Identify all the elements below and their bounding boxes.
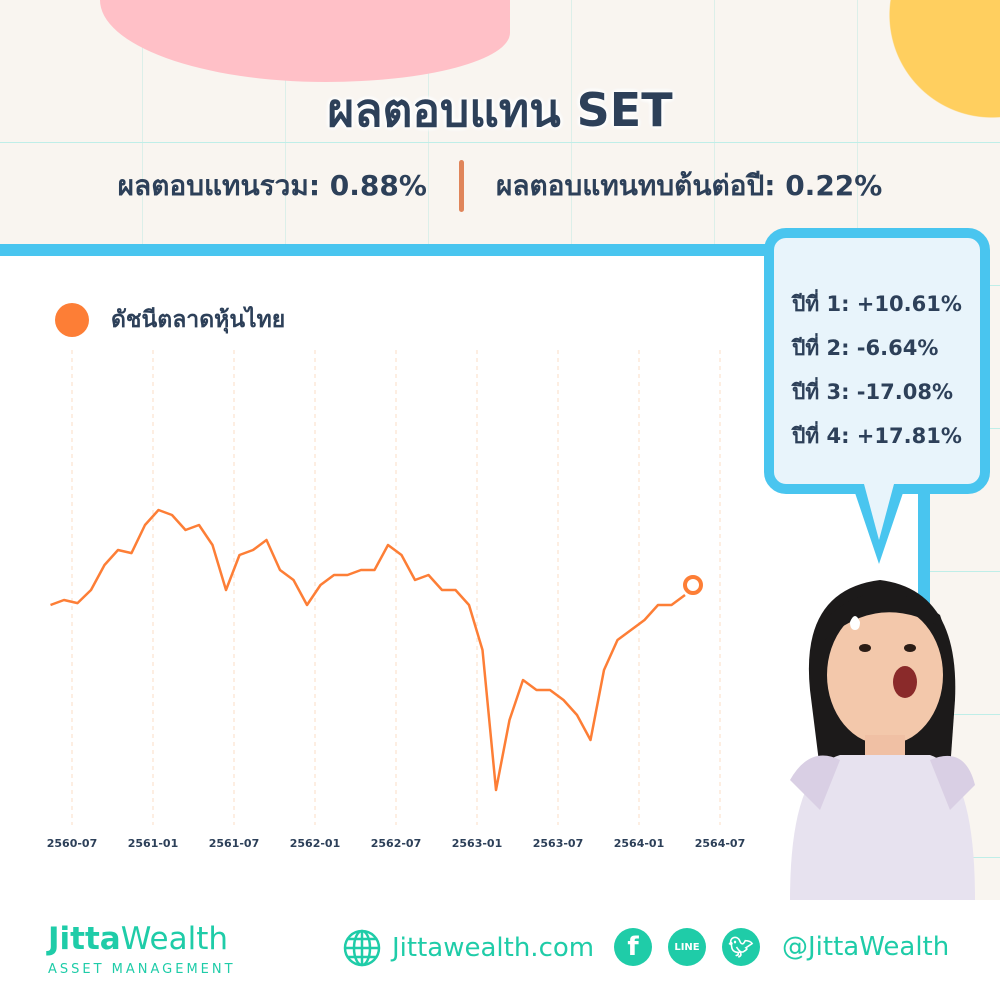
x-tick-label: 2563-01 — [452, 837, 503, 850]
annualized-return: ผลตอบแทนทบต้นต่อปี: 0.22% — [495, 169, 883, 202]
yearly-returns-bubble: ปีที่ 1: +10.61% ปีที่ 2: -6.64% ปีที่ 3… — [764, 228, 990, 494]
year-3-return: ปีที่ 3: -17.08% — [792, 380, 953, 404]
year-4-return: ปีที่ 4: +17.81% — [792, 424, 962, 448]
x-tick-label: 2562-01 — [290, 837, 341, 850]
logo-light: Wealth — [120, 921, 229, 957]
decorative-yellow-circle — [880, 0, 1000, 120]
total-return: ผลตอบแทนรวม: 0.88% — [117, 169, 427, 202]
social-links: f LINE 🐦︎ @JittaWealth — [614, 928, 949, 966]
logo-subtitle: ASSET MANAGEMENT — [48, 962, 236, 977]
social-handle[interactable]: @JittaWealth — [782, 932, 950, 962]
facebook-icon[interactable]: f — [614, 928, 652, 966]
child-photo — [790, 580, 975, 900]
year-2-return: ปีที่ 2: -6.64% — [792, 336, 939, 360]
x-tick-label: 2560-07 — [47, 837, 98, 850]
x-tick-label: 2562-07 — [371, 837, 422, 850]
year-1-return: ปีที่ 1: +10.61% — [792, 292, 962, 316]
line-chart: 2560-07 2561-01 2561-07 2562-01 2562-07 2563-… — [47, 350, 746, 850]
series-line — [50, 508, 686, 792]
website-link[interactable]: Jittawealth.com — [342, 928, 594, 968]
x-tick-label: 2561-01 — [128, 837, 179, 850]
end-point-marker — [683, 575, 703, 595]
bubble-tail — [852, 484, 906, 564]
globe-icon — [343, 929, 381, 967]
chart-legend: ดัชนีตลาดหุ้นไทย — [55, 302, 285, 338]
page-title: ผลตอบแทน SET — [327, 83, 673, 137]
twitter-icon[interactable]: 🐦︎ — [722, 928, 760, 966]
x-tick-label: 2564-01 — [614, 837, 665, 850]
legend-label: ดัชนีตลาดหุ้นไทย — [111, 307, 286, 333]
logo-bold: Jitta — [48, 921, 121, 957]
line-icon-label: LINE — [674, 941, 700, 953]
return-summary: ผลตอบแทนรวม: 0.88% ผลตอบแทนทบต้นต่อปี: 0… — [0, 160, 1000, 212]
x-tick-label: 2561-07 — [209, 837, 260, 850]
jitta-wealth-logo: JittaWealth ASSET MANAGEMENT — [48, 922, 236, 977]
line-icon[interactable]: LINE — [668, 928, 706, 966]
footer — [0, 900, 1000, 1000]
divider — [458, 160, 464, 212]
x-tick-label: 2564-07 — [695, 837, 746, 850]
x-tick-label: 2563-07 — [533, 837, 584, 850]
legend-swatch — [55, 303, 89, 337]
website-text: Jittawealth.com — [392, 933, 595, 963]
